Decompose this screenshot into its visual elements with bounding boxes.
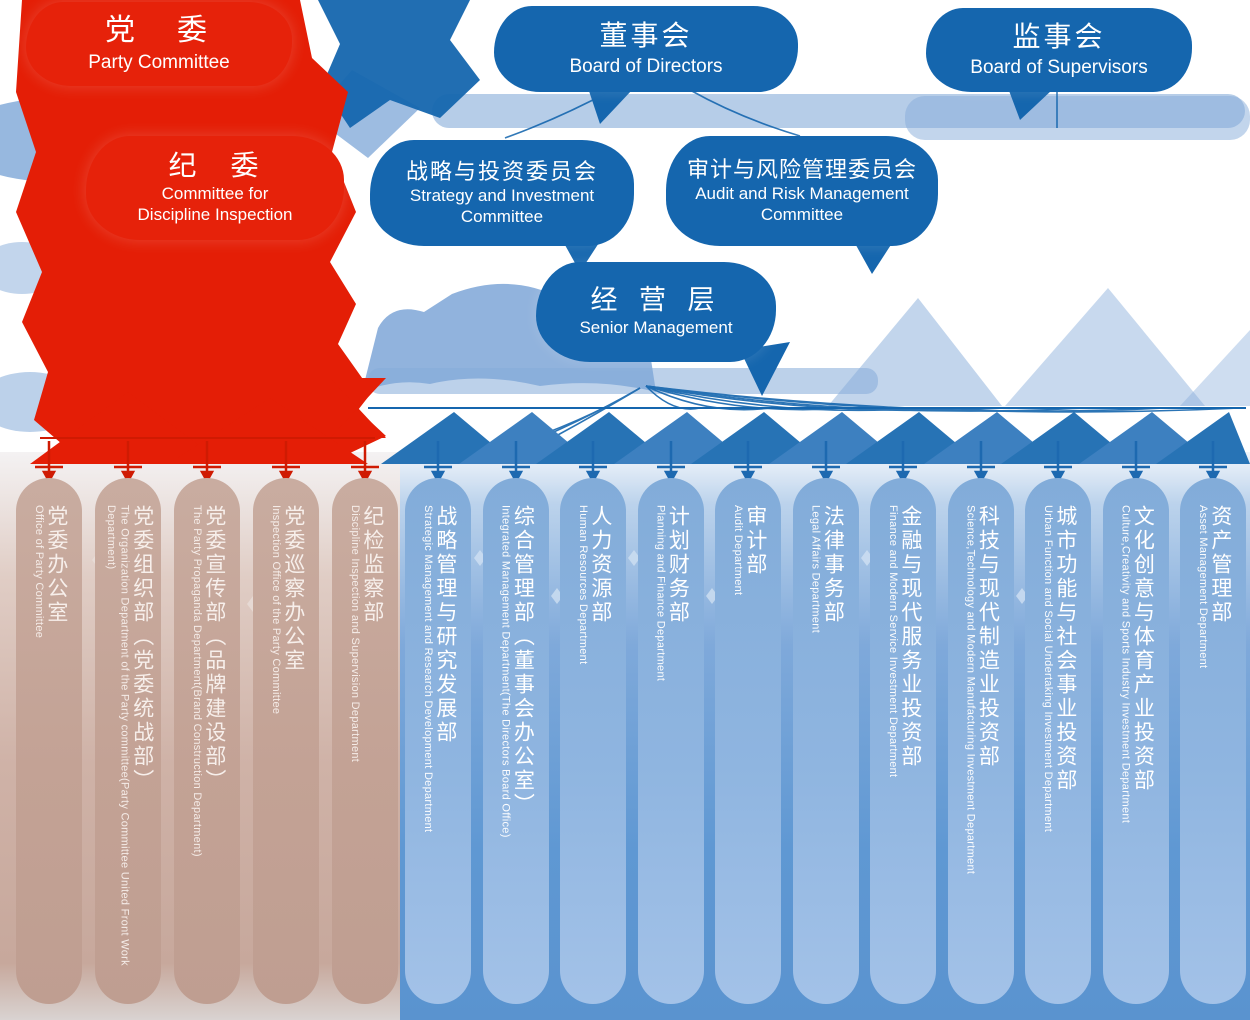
node-title-en: Party Committee [88, 51, 230, 73]
department-column: 城市功能与社会事业投资部 Urban Function and Social U… [1025, 478, 1091, 1004]
node-senior-management: 经 营 层 Senior Management [536, 262, 776, 362]
department-column: 党委巡察办公室 Inspection Office of the Party C… [253, 478, 319, 1004]
department-name-zh: 城市功能与社会事业投资部 [1053, 505, 1077, 793]
node-party-committee: 党 委 Party Committee [26, 2, 292, 86]
department-name-en: Urban Function and Social Undertaking In… [1041, 505, 1054, 833]
node-title-en: Board of Directors [569, 55, 723, 77]
department-column: 党委组织部（党委统战部） The Organization Department… [95, 478, 161, 1004]
department-name-zh: 文化创意与体育产业投资部 [1131, 505, 1155, 793]
department-name-en: Finance and Modern Service Investment De… [886, 505, 899, 778]
department-column: 资产管理部 Asset Management Department [1180, 478, 1246, 1004]
department-column: 纪检监察部 Discipline Inspection and Supervis… [332, 478, 398, 1004]
department-name-en: Discipline Inspection and Supervision De… [348, 505, 361, 763]
department-name-zh: 党委办公室 [44, 505, 68, 625]
department-name-en: Integrated Management Department(The Dir… [499, 505, 512, 838]
department-name-zh: 科技与现代制造业投资部 [976, 505, 1000, 769]
department-name-zh: 综合管理部（董事会办公室） [511, 505, 535, 817]
node-title-zh: 战略与投资委员会 [405, 158, 598, 184]
node-title-zh: 纪 委 [168, 150, 262, 182]
node-title-en: Strategy and Investment Committee [409, 185, 595, 226]
department-column: 计划财务部 Planning and Finance Department [637, 478, 704, 1004]
department-name-en: Human Resources Department [576, 505, 589, 665]
department-name-en: Culture,Creativity and Sports Industry I… [1119, 505, 1132, 824]
department-name-zh: 人力资源部 [588, 505, 612, 625]
department-name-zh: 审计部 [743, 505, 767, 577]
department-name-zh: 党委巡察办公室 [281, 505, 305, 673]
business-department-columns: 战略管理与研究发展部 Strategic Management and Rese… [405, 478, 1246, 1004]
department-column: 党委宣传部（品牌建设部） The Party Propaganda Depart… [174, 478, 240, 1004]
node-title-zh: 监事会 [1012, 21, 1106, 53]
department-name-en: Inspection Office of the Party Committee [269, 505, 282, 715]
department-column: 人力资源部 Human Resources Department [560, 478, 626, 1004]
department-column: 综合管理部（董事会办公室） Integrated Management Depa… [482, 478, 549, 1004]
department-name-zh: 战略管理与研究发展部 [433, 505, 457, 745]
department-name-en: Legal Affairs Department [809, 505, 822, 634]
department-column: 文化创意与体育产业投资部 Culture,Creativity and Spor… [1102, 478, 1169, 1004]
department-name-zh: 金融与现代服务业投资部 [898, 505, 922, 769]
department-column: 审计部 Audit Department [715, 478, 781, 1004]
node-title-zh: 党 委 [105, 14, 213, 48]
node-title-en: Committee for Discipline Inspection [137, 184, 293, 225]
department-name-en: Science,Technology and Modern Manufactur… [964, 505, 977, 875]
department-name-zh: 纪检监察部 [360, 505, 384, 625]
department-column: 法律事务部 Legal Affairs Department [792, 478, 859, 1004]
blue-triangle-band [381, 412, 1250, 464]
department-name-zh: 党委宣传部（品牌建设部） [202, 505, 226, 793]
department-name-en: Audit Department [731, 505, 744, 596]
light-blue-wash-shapes [0, 70, 1250, 432]
department-name-en: The Party Propaganda Department(Brand Co… [190, 505, 203, 857]
node-title-en: Audit and Risk Management Committee [695, 183, 909, 224]
node-title-en: Board of Supervisors [970, 56, 1148, 78]
node-discipline-committee: 纪 委 Committee for Discipline Inspection [86, 136, 344, 240]
blue-drop-arrows [424, 441, 1227, 484]
node-board-of-supervisors: 监事会 Board of Supervisors [926, 8, 1192, 92]
department-name-zh: 党委组织部（党委统战部） [130, 505, 154, 793]
party-department-columns: 党委办公室 Office of Party Committee 党委组织部（党委… [16, 478, 398, 1004]
department-name-zh: 计划财务部 [666, 505, 690, 625]
node-title-en: Senior Management [579, 318, 733, 338]
department-name-en: Strategic Management and Research Develo… [421, 505, 434, 833]
node-title-zh: 审计与风险管理委员会 [686, 156, 917, 182]
department-name-en: Planning and Finance Department [654, 505, 667, 682]
node-strategy-investment-committee: 战略与投资委员会 Strategy and Investment Committ… [370, 140, 634, 246]
department-column: 科技与现代制造业投资部 Science,Technology and Moder… [947, 478, 1014, 1004]
node-title-zh: 董事会 [599, 20, 693, 52]
department-column: 金融与现代服务业投资部 Finance and Modern Service I… [870, 478, 936, 1004]
node-title-zh: 经 营 层 [590, 285, 722, 316]
department-name-zh: 法律事务部 [821, 505, 845, 625]
department-name-zh: 资产管理部 [1208, 505, 1232, 625]
red-drop-arrows [35, 441, 379, 484]
department-name-en: Asset Management Department [1196, 505, 1209, 669]
department-column: 战略管理与研究发展部 Strategic Management and Rese… [405, 478, 471, 1004]
department-name-en: Office of Party Committee [32, 505, 45, 639]
department-name-en: The Organization Department of the Party… [104, 505, 131, 966]
department-column: 党委办公室 Office of Party Committee [16, 478, 82, 1004]
blue-blob-cluster [318, 0, 1052, 396]
node-audit-risk-committee: 审计与风险管理委员会 Audit and Risk Management Com… [666, 136, 938, 246]
node-board-of-directors: 董事会 Board of Directors [494, 6, 798, 92]
